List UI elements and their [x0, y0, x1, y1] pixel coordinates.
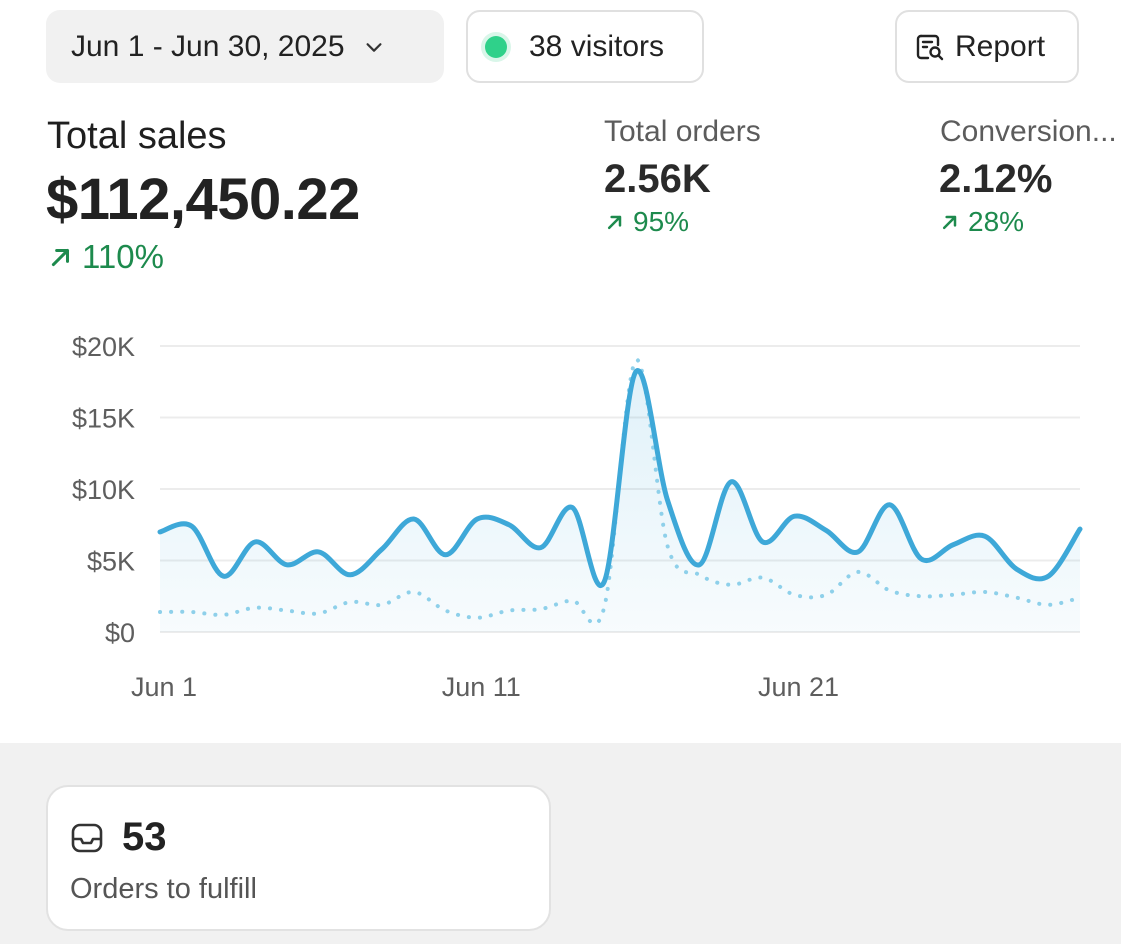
live-visitors-button[interactable]: 38 visitors: [466, 10, 704, 83]
conversion-delta: 28%: [940, 206, 1024, 238]
live-dot-icon: [485, 35, 507, 58]
inbox-icon: [71, 823, 103, 853]
conversion-value: 2.12%: [939, 157, 1053, 201]
arrow-up-right-icon: [607, 215, 622, 230]
orders-to-fulfill-count: 53: [122, 815, 167, 859]
total-orders-value: 2.56K: [604, 157, 711, 201]
x-tick-label: Jun 11: [442, 672, 521, 702]
y-tick-label: $15K: [72, 404, 135, 434]
x-tick-label: Jun 1: [131, 672, 197, 702]
total-sales-value: $112,450.22: [46, 167, 360, 232]
y-tick-label: $5K: [87, 547, 135, 577]
report-search-icon: [916, 34, 944, 60]
total-orders-delta-value: 95%: [633, 206, 690, 237]
sales-chart: $0 $5K $10K $15K $20K Jun 1 Jun 11 Jun 21: [72, 332, 1083, 702]
conversion-label: Conversion...: [940, 115, 1117, 148]
arrow-up-right-icon: [942, 215, 957, 230]
sales-series-line: [157, 368, 1083, 588]
chevron-down-icon: [366, 42, 382, 52]
y-tick-label: $10K: [72, 475, 135, 505]
sales-area: [160, 370, 1080, 632]
y-tick-label: $20K: [72, 332, 135, 362]
date-range-picker[interactable]: Jun 1 - Jun 30, 2025: [46, 10, 444, 83]
y-tick-label: $0: [105, 618, 135, 648]
arrow-up-right-icon: [51, 248, 70, 267]
total-sales-delta-value: 110%: [82, 238, 164, 275]
total-sales-label: Total sales: [47, 115, 227, 157]
orders-to-fulfill-card[interactable]: 53 Orders to fulfill: [46, 785, 551, 931]
report-button[interactable]: Report: [895, 10, 1079, 83]
total-orders-label: Total orders: [604, 115, 761, 148]
visitors-label: 38 visitors: [529, 29, 665, 63]
report-label: Report: [955, 29, 1046, 63]
total-sales-delta: 110%: [48, 238, 164, 276]
orders-to-fulfill-label: Orders to fulfill: [70, 873, 257, 905]
x-tick-label: Jun 21: [758, 672, 839, 702]
total-orders-delta: 95%: [605, 206, 689, 238]
conversion-delta-value: 28%: [968, 206, 1025, 237]
date-range-label: Jun 1 - Jun 30, 2025: [71, 29, 345, 63]
